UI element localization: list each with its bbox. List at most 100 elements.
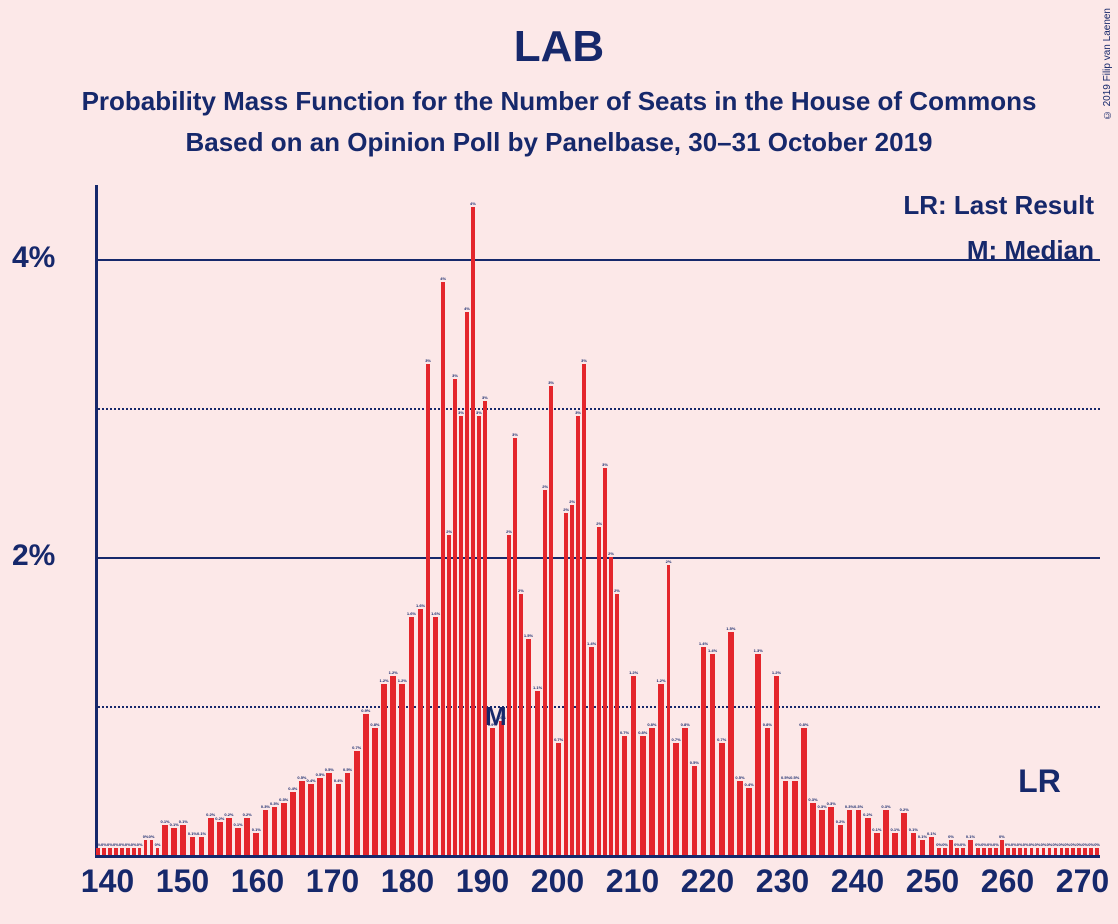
- bar: [819, 810, 825, 855]
- bar: [856, 810, 862, 855]
- x-tick-label: 250: [895, 863, 970, 900]
- bar-value-label: 0.5%: [790, 775, 799, 780]
- bar-wrap: 1.5%: [726, 185, 735, 855]
- bar: [499, 721, 505, 855]
- bar-wrap: 0.2%: [836, 185, 845, 855]
- bar-value-label: 1.3%: [754, 648, 763, 653]
- bar-wrap: 0.5%: [343, 185, 352, 855]
- bar-value-label: 0.9%: [488, 722, 497, 727]
- bar: [874, 833, 880, 855]
- bar-value-label: 0.3%: [808, 797, 817, 802]
- x-tick-label: 200: [520, 863, 595, 900]
- bar: [308, 784, 314, 855]
- bar-value-label: 0.5%: [325, 767, 334, 772]
- bar: [180, 825, 186, 855]
- bar-wrap: 1.3%: [754, 185, 763, 855]
- bar: [961, 848, 965, 855]
- bar-wrap: 0.7%: [672, 185, 681, 855]
- bar: [1048, 848, 1052, 855]
- bar: [1077, 848, 1081, 855]
- bar: [1065, 848, 1069, 855]
- bar-value-label: 0.1%: [179, 819, 188, 824]
- bar-wrap: 0.9%: [488, 185, 497, 855]
- bar: [792, 781, 798, 855]
- bar-wrap: 0.9%: [361, 185, 370, 855]
- bar-wrap: 0.1%: [252, 185, 261, 855]
- bar-value-label: 1.4%: [587, 641, 596, 646]
- bar: [576, 416, 580, 855]
- bar: [208, 818, 214, 855]
- bar: [235, 828, 241, 855]
- bar: [976, 848, 980, 855]
- bar-value-label: 0.7%: [352, 745, 361, 750]
- bar-wrap: 0.1%: [927, 185, 936, 855]
- x-tick-label: 220: [670, 863, 745, 900]
- bar-value-label: 1.4%: [699, 641, 708, 646]
- bar-wrap: 0.2%: [863, 185, 872, 855]
- bar-value-label: 1.1%: [533, 685, 542, 690]
- bar: [354, 751, 360, 855]
- bar-value-label: 1.2%: [629, 670, 638, 675]
- bar: [102, 848, 106, 855]
- bar-value-label: 0.8%: [681, 722, 690, 727]
- bar: [1024, 848, 1028, 855]
- bar-value-label: 0.7%: [620, 730, 629, 735]
- bar: [156, 848, 160, 855]
- bar-wrap: 0.8%: [370, 185, 379, 855]
- chart-bars: 0%0%0%0%0%0%0%0%0%0%0%0.1%0.1%0.1%0.1%0.…: [95, 185, 1100, 855]
- bar-wrap: 0.3%: [261, 185, 270, 855]
- bar-wrap: 0.5%: [297, 185, 306, 855]
- bar-value-label: 0.1%: [252, 827, 261, 832]
- bar: [526, 639, 532, 855]
- bar-value-label: 0.8%: [647, 722, 656, 727]
- bar-value-label: 0.7%: [554, 737, 563, 742]
- bar: [1083, 848, 1087, 855]
- bar-value-label: 0.5%: [343, 767, 352, 772]
- bar: [326, 773, 332, 855]
- bar: [381, 684, 387, 855]
- bar-wrap: 1.5%: [524, 185, 533, 855]
- bar: [865, 818, 871, 855]
- bar-wrap: 0.1%: [197, 185, 206, 855]
- bar: [477, 416, 481, 855]
- bar-wrap: 0.8%: [799, 185, 808, 855]
- bar: [150, 840, 154, 855]
- bar: [465, 312, 469, 855]
- bar: [1030, 848, 1034, 855]
- bar-wrap: 0.1%: [179, 185, 188, 855]
- bar: [426, 364, 430, 855]
- bar: [564, 513, 568, 855]
- bar: [549, 386, 553, 855]
- bar: [589, 647, 595, 855]
- bar: [453, 379, 457, 855]
- x-tick-label: 140: [70, 863, 145, 900]
- bar-value-label: 1.4%: [708, 648, 717, 653]
- bar-value-label: 0.1%: [918, 834, 927, 839]
- bar: [810, 803, 816, 855]
- bar: [955, 848, 959, 855]
- bar-value-label: 1.2%: [772, 670, 781, 675]
- bar-value-label: 0.2%: [224, 812, 233, 817]
- bar-wrap: 1.1%: [533, 185, 542, 855]
- bar-wrap: 0.2%: [900, 185, 909, 855]
- bar: [597, 527, 601, 855]
- bar-value-label: 0.1%: [233, 822, 242, 827]
- chart-title: LAB: [0, 0, 1118, 72]
- bar: [667, 565, 671, 855]
- bar-wrap: 1.2%: [656, 185, 665, 855]
- x-axis-labels: 1401501601701801902002102202302402502602…: [70, 863, 1118, 900]
- bar: [263, 810, 269, 855]
- x-tick-label: 180: [370, 863, 445, 900]
- bar: [943, 848, 947, 855]
- bar-wrap: 1.6%: [416, 185, 425, 855]
- bar-wrap: 0%: [1094, 185, 1100, 855]
- bar-value-label: 1.2%: [398, 678, 407, 683]
- bar-value-label: 0.3%: [827, 801, 836, 806]
- bar: [968, 840, 974, 855]
- bar-wrap: 1.4%: [699, 185, 708, 855]
- bar-wrap: 0.3%: [854, 185, 863, 855]
- bar: [640, 736, 646, 855]
- bar-value-label: 0.1%: [160, 819, 169, 824]
- bar-wrap: 1.2%: [772, 185, 781, 855]
- bar: [988, 848, 992, 855]
